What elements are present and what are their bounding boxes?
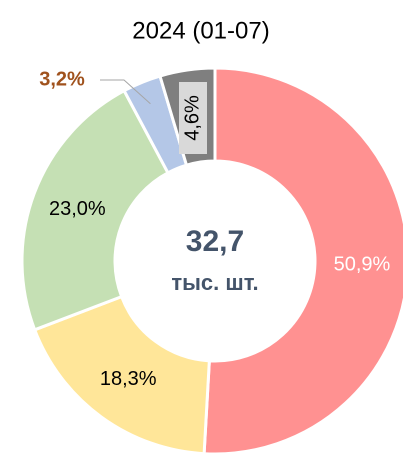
- center-value: 32,7: [186, 225, 244, 258]
- data-label: 50,9%: [334, 253, 391, 275]
- donut-hole: [116, 162, 314, 360]
- slice: [20, 88, 170, 332]
- slice: [202, 66, 403, 455]
- chart-title: 2024 (01-07): [132, 17, 269, 44]
- label-box: [179, 82, 207, 154]
- data-label: 4,6%: [181, 95, 203, 141]
- leader-line: [100, 79, 151, 105]
- data-label: 3,2%: [39, 68, 85, 90]
- slice: [32, 294, 211, 455]
- data-label: 18,3%: [100, 368, 157, 390]
- data-label: 23,0%: [49, 198, 106, 220]
- center-unit: тыс. шт.: [171, 270, 258, 295]
